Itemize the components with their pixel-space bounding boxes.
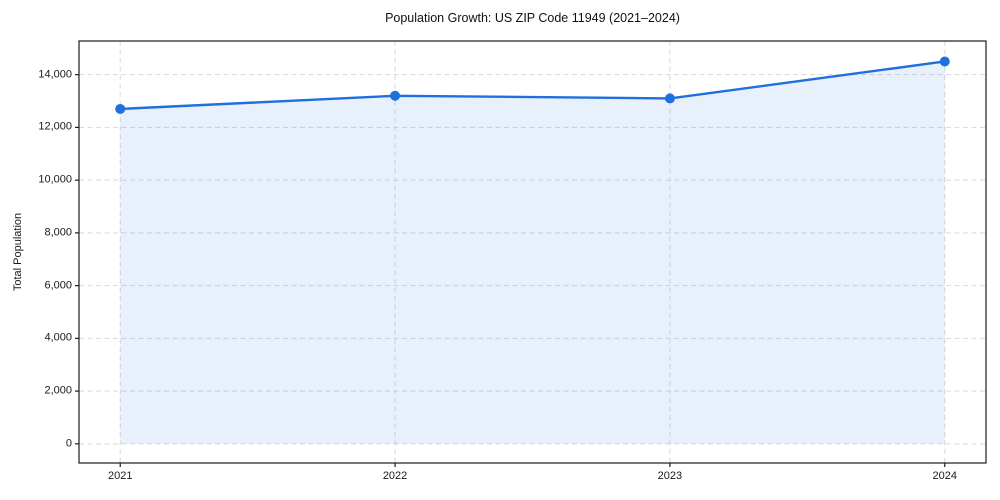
area-fill bbox=[120, 61, 945, 444]
chart-title: Population Growth: US ZIP Code 11949 (20… bbox=[385, 11, 680, 25]
plot-spines bbox=[78, 40, 987, 464]
y-tick-label: 2,000 bbox=[44, 384, 72, 397]
x-tick-label: 2023 bbox=[657, 470, 683, 482]
y-tick-label: 0 bbox=[65, 437, 72, 450]
y-tick-label: 10,000 bbox=[38, 173, 72, 186]
tick-marks bbox=[75, 74, 946, 467]
plot-border bbox=[78, 40, 987, 464]
data-point-markers bbox=[115, 56, 950, 114]
y-tick-label: 4,000 bbox=[44, 331, 72, 344]
y-tick-label: 6,000 bbox=[44, 279, 72, 292]
x-tick-label: 2022 bbox=[382, 470, 408, 482]
y-tick-label: 14,000 bbox=[38, 68, 72, 81]
x-tick-label: 2021 bbox=[107, 470, 133, 482]
data-point-marker bbox=[390, 90, 401, 101]
data-point-marker bbox=[664, 93, 675, 104]
y-tick-label: 8,000 bbox=[44, 226, 72, 239]
data-point-marker bbox=[939, 56, 950, 67]
x-tick-label: 2024 bbox=[932, 470, 957, 482]
population-area-fill bbox=[120, 61, 945, 444]
line-series bbox=[119, 60, 946, 111]
data-point-marker bbox=[115, 103, 126, 114]
population-line bbox=[119, 60, 946, 111]
y-tick-label: 12,000 bbox=[38, 120, 72, 133]
